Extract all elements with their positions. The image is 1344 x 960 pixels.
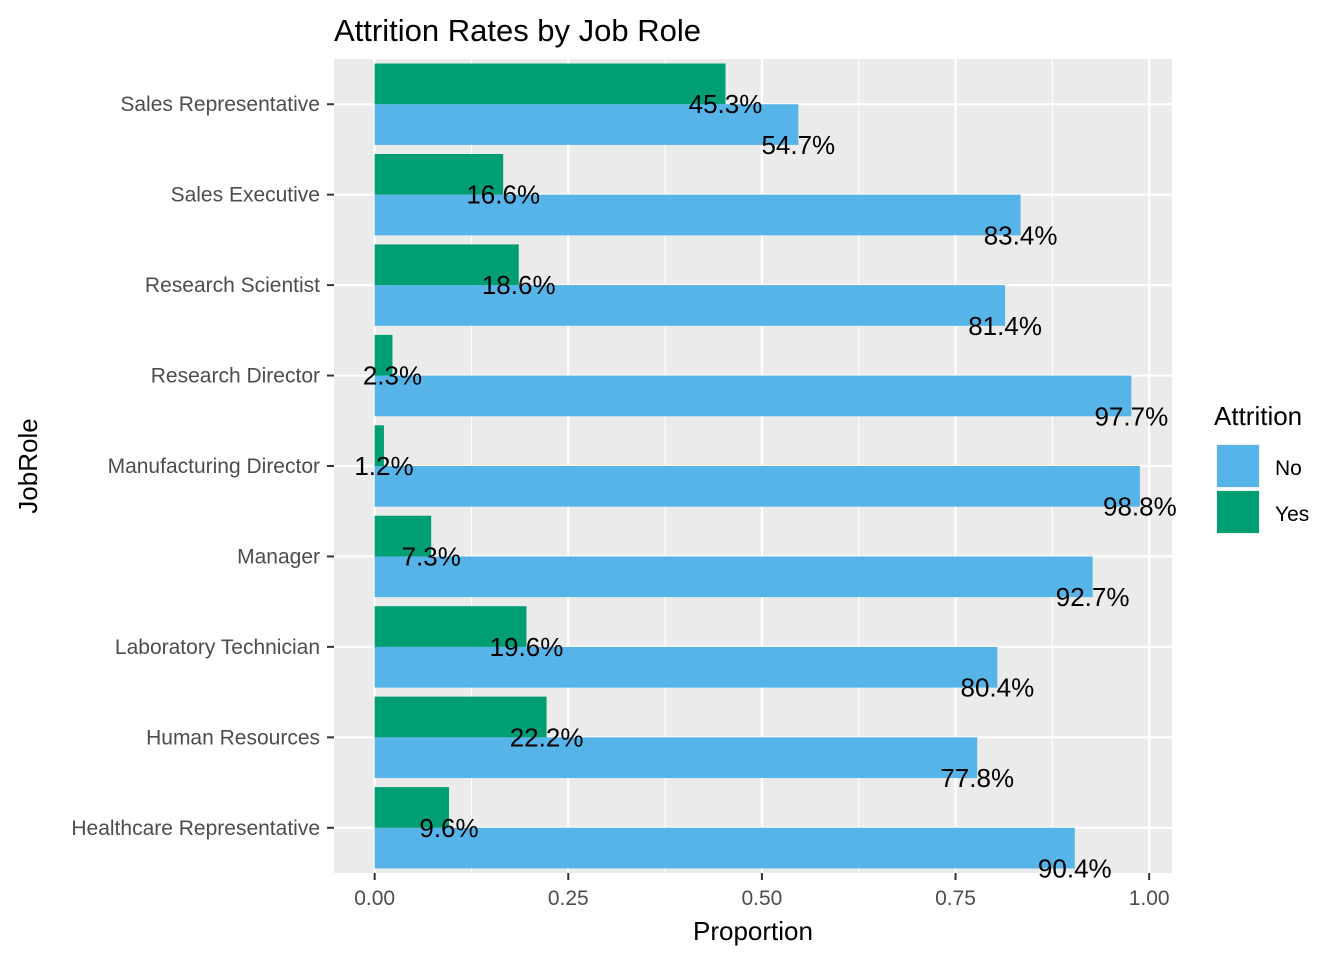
bar-yes-4 <box>374 425 384 466</box>
data-label-yes-1: 22.2% <box>510 722 584 752</box>
x-axis: 0.00 0.25 0.50 0.75 1.00 <box>354 873 1170 910</box>
data-label-yes-4: 1.2% <box>354 451 413 481</box>
data-label-no-5: 97.7% <box>1094 401 1168 431</box>
bars <box>374 63 1140 869</box>
data-label-no-2: 80.4% <box>960 673 1034 703</box>
bar-yes-2 <box>374 606 527 647</box>
bar-yes-0 <box>374 787 450 828</box>
bar-yes-5 <box>374 334 393 376</box>
y-tick-label: Manager <box>237 545 320 568</box>
y-tick-label: Human Resources <box>146 726 320 749</box>
legend-swatch-no <box>1217 445 1259 487</box>
bar-no-1 <box>374 737 978 779</box>
data-label-no-7: 83.4% <box>984 220 1058 250</box>
x-tick-label: 0.75 <box>935 887 976 910</box>
bar-labels: 90.4% 77.8% 80.4% 92.7% 98.8% 97.7% 81.4% 83.4%… <box>354 89 1176 883</box>
x-axis-title: Proportion <box>693 916 813 946</box>
y-axis-title: JobRole <box>13 418 43 513</box>
x-tick-label: 1.00 <box>1129 887 1170 910</box>
chart-title: Attrition Rates by Job Role <box>334 13 701 48</box>
data-label-yes-6: 18.6% <box>482 270 556 300</box>
data-label-no-4: 98.8% <box>1103 492 1177 522</box>
y-tick-label: Research Scientist <box>145 274 320 297</box>
y-tick-label: Sales Representative <box>120 93 320 116</box>
data-label-yes-7: 16.6% <box>466 180 540 210</box>
bar-no-5 <box>374 375 1132 417</box>
data-label-no-0: 90.4% <box>1038 853 1112 883</box>
data-label-yes-8: 45.3% <box>689 89 763 119</box>
bar-no-3 <box>374 556 1093 598</box>
bar-no-2 <box>374 646 998 688</box>
y-tick-label: Manufacturing Director <box>108 455 320 478</box>
y-tick-label: Healthcare Representative <box>71 817 320 840</box>
data-label-no-8: 54.7% <box>761 130 835 160</box>
x-tick-label: 0.50 <box>741 887 782 910</box>
data-label-no-6: 81.4% <box>968 311 1042 341</box>
legend-title: Attrition <box>1214 401 1302 431</box>
data-label-yes-2: 19.6% <box>490 632 564 662</box>
data-label-yes-5: 2.3% <box>363 361 422 391</box>
bar-no-6 <box>374 285 1006 326</box>
bar-yes-6 <box>374 244 519 286</box>
data-label-yes-0: 9.6% <box>419 813 478 843</box>
bar-no-0 <box>374 827 1075 869</box>
legend-label-yes: Yes <box>1275 503 1309 526</box>
x-tick-label: 0.25 <box>548 887 589 910</box>
bar-no-8 <box>374 104 799 145</box>
y-axis: Healthcare Representative Human Resources… <box>71 93 334 840</box>
legend-swatch-yes <box>1217 491 1259 533</box>
bar-yes-3 <box>374 515 432 557</box>
legend-items: No Yes <box>1216 444 1309 534</box>
data-label-yes-3: 7.3% <box>402 541 461 571</box>
bar-no-4 <box>374 466 1140 507</box>
bar-yes-1 <box>374 696 547 738</box>
data-label-no-3: 92.7% <box>1056 582 1130 612</box>
y-tick-label: Research Director <box>151 365 320 388</box>
legend-label-no: No <box>1275 457 1302 480</box>
y-tick-label: Sales Executive <box>171 184 320 207</box>
data-label-no-1: 77.8% <box>940 763 1014 793</box>
legend: Attrition No Yes <box>1214 401 1309 534</box>
bar-no-7 <box>374 194 1021 236</box>
x-tick-label: 0.00 <box>354 887 395 910</box>
bar-yes-8 <box>374 63 726 105</box>
y-tick-label: Laboratory Technician <box>115 636 320 659</box>
bar-yes-7 <box>374 153 504 195</box>
